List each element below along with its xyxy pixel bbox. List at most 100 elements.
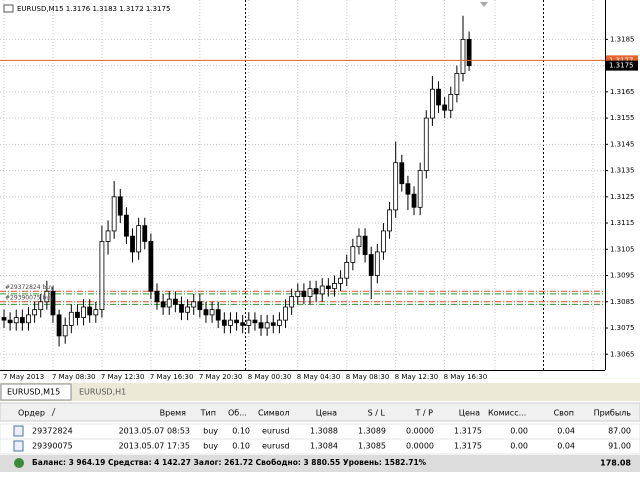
candle-body	[50, 290, 56, 316]
cell: 1.3175	[454, 427, 482, 436]
candle-body	[228, 319, 233, 326]
candle-body	[332, 283, 337, 290]
candle-body	[32, 309, 37, 316]
y-tick-label: 1.3065	[610, 350, 635, 358]
tab-label[interactable]: EURUSD,M15	[7, 388, 60, 397]
cell: buy	[203, 427, 218, 436]
candle-body	[338, 277, 344, 284]
cell: 0.04	[557, 442, 575, 451]
cell: 2013.05.07 17:35	[119, 442, 190, 451]
cell: 0.04	[557, 427, 575, 436]
cell: 87.00	[608, 427, 631, 436]
column-header: Цена	[459, 409, 480, 418]
candle-body	[62, 324, 68, 337]
candle-body	[429, 88, 435, 119]
candle-body	[423, 117, 429, 171]
candle-body	[38, 301, 44, 311]
candle-body	[246, 319, 252, 326]
tab-bar	[0, 383, 640, 401]
cell: 29390075	[32, 442, 73, 451]
chart-icon	[3, 4, 14, 13]
candle-body	[56, 314, 62, 337]
candle-body	[130, 235, 135, 253]
cell: 0.00	[510, 427, 528, 436]
cell: 0.0000	[406, 427, 434, 436]
candle-body	[276, 319, 282, 326]
candle-body	[197, 301, 203, 311]
row-icon	[13, 440, 24, 452]
x-tick-label: 8 May 16:30	[444, 373, 488, 381]
candle-body	[460, 38, 466, 74]
candle-body	[105, 230, 111, 242]
candle-body	[466, 38, 472, 67]
y-tick-label: 1.3115	[610, 219, 635, 227]
y-tick-label: 1.3185	[610, 35, 635, 43]
candle-body	[436, 88, 441, 106]
x-tick-label: 7 May 08:30	[52, 373, 96, 381]
candle-body	[368, 254, 374, 276]
column-header: Цена	[316, 409, 337, 418]
x-tick-label: 7 May 20:30	[199, 373, 243, 381]
cell: 0.10	[232, 427, 250, 436]
x-tick-label: 8 May 12:30	[395, 373, 439, 381]
candle-body	[179, 303, 184, 313]
candle-body	[313, 288, 319, 295]
cell: 1.3175	[454, 442, 482, 451]
x-tick-label: 8 May 04:30	[297, 373, 341, 381]
column-header: T / P	[415, 409, 434, 418]
summary-text: Баланс: 3 964.19 Средства: 4 142.27 Зало…	[32, 458, 427, 467]
x-tick-label: 7 May 12:30	[101, 373, 145, 381]
candle-body	[68, 311, 74, 326]
column-header: Символ	[258, 409, 290, 418]
x-tick-label: 7 May 16:30	[150, 373, 194, 381]
y-tick-label: 1.3085	[610, 298, 635, 306]
candle-body	[209, 309, 215, 316]
candle-body	[13, 317, 19, 324]
candle-body	[203, 309, 209, 316]
candle-body	[185, 306, 191, 313]
candle-body	[93, 309, 99, 316]
y-tick-label: 1.3145	[610, 140, 635, 148]
cell: 0.10	[232, 442, 250, 451]
x-tick-label: 8 May 00:30	[248, 373, 292, 381]
candle-body	[148, 241, 154, 292]
cell: 29372824	[32, 427, 73, 436]
column-header: S / L	[368, 409, 386, 418]
column-header: Комисс...	[488, 409, 526, 418]
tab-label[interactable]: EURUSD,H1	[79, 388, 126, 397]
candle-body	[454, 73, 460, 95]
candle-body	[344, 262, 350, 279]
tab-active[interactable]	[0, 383, 72, 401]
y-tick-label: 1.3095	[610, 272, 635, 280]
candle-body	[234, 319, 239, 324]
candle-body	[99, 241, 105, 311]
table-header	[0, 402, 640, 422]
candle-body	[215, 309, 221, 321]
column-header: Прибыль	[594, 409, 632, 418]
candle-body	[325, 285, 331, 290]
cell: 1.3085	[358, 442, 386, 451]
column-header: Тип	[200, 409, 216, 418]
sort-indicator	[51, 407, 56, 417]
candle-body	[136, 225, 142, 253]
candle-body	[448, 94, 454, 111]
candle-body	[191, 301, 197, 308]
candle-body	[301, 290, 307, 297]
candle-body	[362, 235, 368, 255]
column-header: Об...	[228, 409, 247, 418]
candle-body	[1, 317, 7, 321]
total-profit: 178.08	[600, 459, 631, 468]
candle-body	[75, 311, 80, 318]
candle-body	[270, 322, 276, 326]
ask-box	[606, 55, 638, 66]
candle-body	[411, 193, 417, 208]
bid-label: 1.3175	[609, 62, 634, 70]
table: Ордер Время Тип Об... Символ Цена S / L T / P Це…	[0, 409, 640, 455]
candle-body	[258, 322, 264, 329]
candle-body	[117, 196, 123, 216]
candle-body	[221, 319, 227, 326]
column-header: Своп	[554, 409, 574, 418]
ask-label: 1.3177	[609, 56, 634, 64]
column-header: Время	[160, 409, 187, 418]
